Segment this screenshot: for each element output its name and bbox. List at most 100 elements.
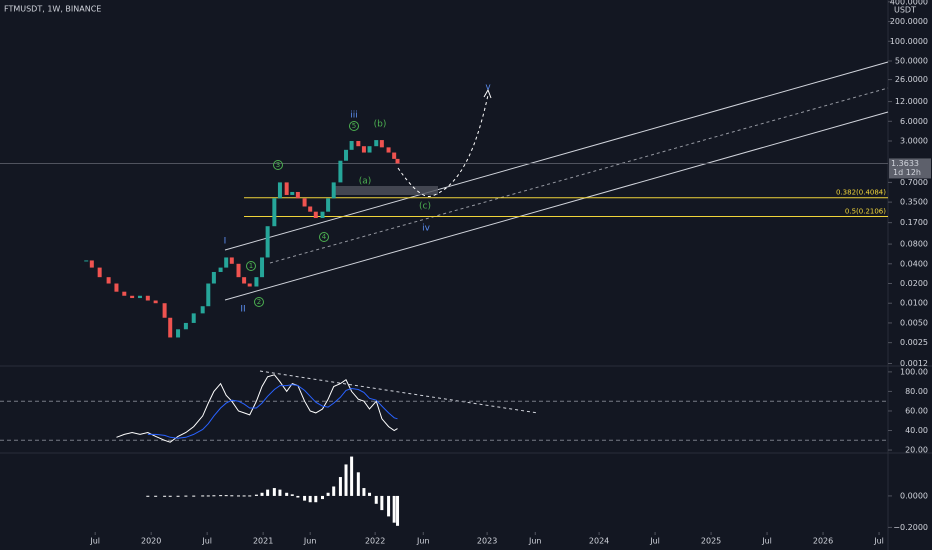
y-tick-label: 6.0000	[900, 117, 928, 126]
wave-circle	[254, 297, 264, 307]
histogram-bar	[248, 495, 252, 497]
histogram-bar	[321, 495, 325, 500]
y-tick-label: 200.0000	[890, 17, 928, 26]
histogram-bar	[201, 495, 205, 497]
histogram-bar	[356, 472, 360, 496]
channel-lower	[224, 111, 889, 301]
histogram-bar	[392, 495, 396, 523]
y-tick-label: −0.2000	[893, 523, 928, 532]
y-tick-label: 20.00	[905, 446, 928, 455]
y-tick-label: 0.0200	[900, 279, 928, 288]
candle	[114, 283, 119, 292]
wave-label: v	[485, 83, 491, 93]
y-tick-label: 26.0000	[895, 75, 928, 84]
histogram-bar	[374, 495, 378, 504]
candle	[308, 206, 313, 212]
y-tick-label: 12.0000	[895, 97, 928, 106]
histogram-bar	[303, 495, 307, 501]
countdown: 1d 12h	[893, 168, 921, 177]
y-tick-label: 400.0000	[890, 0, 928, 6]
y-tick-label: 0.3500	[900, 198, 928, 207]
histogram-bar	[266, 489, 270, 496]
histogram-bar	[237, 495, 241, 497]
candle	[191, 313, 196, 323]
candle	[344, 149, 349, 161]
candle	[302, 198, 307, 207]
wave-label: 4	[322, 233, 327, 241]
candle	[374, 140, 379, 147]
histogram-bar	[260, 492, 264, 496]
candle	[206, 283, 211, 307]
candle	[168, 317, 173, 338]
wave-label: (a)	[359, 177, 372, 187]
candle	[162, 303, 167, 318]
candle	[392, 152, 397, 159]
histogram-bar	[272, 488, 276, 496]
rsi-line	[147, 384, 398, 439]
y-tick-label: 0.0400	[900, 259, 928, 268]
fib-label: 0.382(0.4084)	[836, 189, 886, 197]
y-tick-label: 60.00	[905, 406, 928, 415]
wave-circle	[319, 232, 329, 242]
histogram-bar	[184, 495, 188, 497]
y-tick-label: 0.0000	[900, 491, 928, 500]
x-tick-label: 2023	[477, 537, 497, 546]
candle	[153, 300, 158, 304]
wave-label: I	[224, 237, 227, 247]
histogram-bar	[290, 494, 294, 496]
candle	[106, 277, 111, 284]
histogram-bar	[192, 495, 196, 497]
histogram-bar	[387, 495, 391, 517]
candle	[254, 277, 259, 287]
candle	[331, 182, 336, 199]
wave-label: 2	[257, 298, 261, 306]
histogram-bar	[396, 495, 400, 526]
wave-label: II	[240, 305, 245, 315]
candle	[290, 191, 295, 195]
y-tick-label: 50.0000	[895, 56, 928, 65]
candle	[89, 260, 94, 268]
y-tick-label: 100.0000	[890, 37, 928, 46]
y-tick-label: 0.0025	[900, 338, 928, 347]
candle	[295, 191, 300, 199]
candle	[211, 271, 216, 284]
candle	[176, 329, 181, 338]
y-tick-label: 0.0100	[900, 299, 928, 308]
channel-upper	[224, 61, 889, 251]
candle	[247, 283, 252, 287]
candle	[361, 146, 366, 153]
histogram-bar	[308, 495, 312, 503]
wave-label: 3	[276, 161, 280, 169]
wave-label: iii	[350, 111, 358, 121]
histogram-bar	[368, 492, 372, 496]
x-tick-label: 2021	[253, 537, 273, 546]
wave-label: 5	[352, 122, 356, 130]
histogram-bar	[230, 495, 234, 497]
histogram-bar	[296, 495, 300, 498]
candle	[367, 146, 372, 153]
y-tick-label: 40.00	[905, 426, 928, 435]
histogram-bar	[163, 495, 167, 497]
y-tick-label: 100.00	[900, 367, 928, 376]
x-tick-label: 2024	[589, 537, 609, 546]
histogram-bar	[362, 488, 366, 496]
candle	[379, 140, 384, 148]
x-tick-label: Jul	[873, 537, 884, 546]
y-tick-label: 0.7000	[900, 178, 928, 187]
candle	[386, 147, 391, 153]
histogram-bar	[350, 456, 354, 496]
wave-circle	[273, 160, 283, 170]
last-price-box	[889, 158, 931, 179]
histogram-bar	[254, 494, 258, 496]
wave-circle	[349, 121, 359, 131]
histogram-bar	[206, 495, 210, 497]
y-tick-label: 0.0050	[900, 318, 928, 327]
candle	[272, 198, 277, 227]
candle	[137, 295, 142, 299]
x-tick-label: 2020	[141, 537, 161, 546]
currency: USDT	[894, 6, 916, 15]
x-tick-label: 2026	[813, 537, 833, 546]
fib-label: 0.5(0.2106)	[845, 208, 886, 216]
